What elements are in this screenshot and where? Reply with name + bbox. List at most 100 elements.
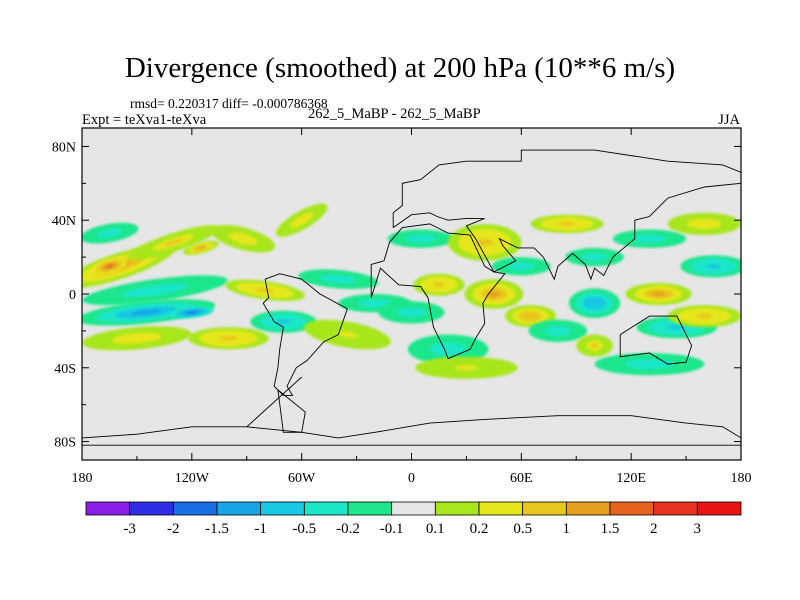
field-feature [667, 305, 741, 328]
colorbar-box [478, 501, 524, 516]
chart-title: Divergence (smoothed) at 200 hPa (10**6 … [124, 52, 676, 84]
field-feature [448, 224, 522, 261]
coastline [262, 273, 348, 396]
field-contour-band [296, 216, 308, 224]
field-contour-band [514, 264, 528, 269]
coastline [370, 223, 506, 360]
field-feature [82, 299, 216, 326]
colorbar-box [260, 501, 305, 516]
field-feature [82, 222, 139, 244]
field-contour-band [187, 311, 197, 314]
field-contour-band [413, 236, 428, 241]
colorbar-box [653, 501, 698, 516]
field-contour-band [476, 238, 493, 247]
field-feature [530, 214, 604, 234]
y-tick-label: 80S [54, 436, 76, 451]
colorbar-label: 0.1 [426, 521, 445, 537]
field-contour-band [589, 300, 601, 307]
field-feature [569, 288, 621, 319]
colorbar: -3 -2 -1.5 -1 -0.5 -0.2 -0.1 0.1 0.2 0.5 1 1.5 2 3 [85, 501, 742, 537]
field-feature [680, 255, 741, 278]
field-feature [188, 327, 269, 350]
y-tick-label: 40N [52, 214, 76, 229]
field-feature [275, 203, 328, 237]
field-contour-band [219, 335, 238, 341]
field-feature [169, 306, 214, 319]
rmsd-diff-stats: rmsd= 0.220317 diff= -0.000786368 [130, 96, 328, 111]
season-label: JJA [718, 112, 740, 128]
field-contour-band [641, 236, 658, 241]
field-feature [667, 212, 741, 235]
experiment-label: Expt = teXva1-teXva [82, 112, 207, 128]
case-label: 262_5_MaBP - 262_5_MaBP [308, 106, 481, 122]
field-contour-band [487, 290, 501, 298]
colorbar-label: -2 [167, 521, 180, 537]
colorbar-box [696, 501, 742, 516]
field-contour-band [439, 346, 457, 353]
field-feature [415, 356, 518, 379]
field-feature [565, 247, 624, 267]
field-feature [492, 257, 551, 276]
field-contour-band [139, 287, 172, 294]
field-contour-band [163, 238, 184, 247]
field-feature [528, 319, 588, 342]
colorbar-box [391, 501, 436, 516]
field-contour-band [551, 328, 565, 334]
field-contour-band [329, 277, 348, 282]
field-feature [464, 279, 524, 309]
colorbar-box [347, 501, 393, 516]
field-contour-band [706, 263, 721, 269]
x-tick-label: 60W [288, 471, 316, 486]
colorbar-label: -0.5 [292, 521, 316, 537]
coastlines [82, 149, 741, 446]
field-contour-band [276, 319, 291, 325]
field-contour-band [588, 255, 601, 260]
field-feature [304, 319, 391, 350]
field-feature [211, 224, 276, 253]
x-tick-label: 180 [731, 471, 752, 486]
field-feature [413, 273, 465, 296]
field-feature [612, 229, 687, 248]
field-contour-band [524, 313, 537, 319]
coastline [392, 149, 741, 281]
field-feature [91, 257, 128, 275]
field-contour-band [696, 221, 713, 227]
colorbar-box [129, 501, 174, 516]
field-contour-band [590, 343, 599, 348]
field-feature [594, 353, 705, 376]
coastline [277, 389, 306, 433]
field-contour-band [455, 365, 478, 371]
x-tick-label: 180 [72, 471, 93, 486]
colorbar-label: -1.5 [205, 521, 229, 537]
y-tick-label: 80N [52, 140, 76, 155]
field-contour-band [124, 335, 149, 341]
field-feature [298, 269, 379, 290]
colorbar-label: -0.1 [380, 521, 404, 537]
field-feature [378, 301, 445, 324]
colorbar-label: 0.2 [470, 521, 489, 537]
axes: 180 120W 60W 0 60E 120E 180 80N 40N 0 40S 80S [52, 128, 752, 486]
field-contour-band [130, 309, 162, 316]
x-tick-label: 60E [510, 471, 533, 486]
colorbar-box [522, 501, 567, 516]
field-feature [128, 225, 219, 260]
field-contour-band [236, 235, 251, 242]
field-feature [82, 326, 192, 351]
colorbar-label: 1 [563, 521, 571, 537]
field-contour-band [103, 230, 116, 236]
field-contour-band [433, 282, 445, 288]
coastline [82, 376, 741, 446]
colorbar-box [172, 501, 218, 516]
field-contour-band [366, 301, 383, 306]
colorbar-label: 0.5 [513, 521, 532, 537]
field-feature [625, 282, 692, 306]
colorbar-box [85, 501, 131, 516]
field-contour-band [197, 246, 205, 250]
colorbar-box [303, 501, 349, 516]
colorbar-label: 3 [694, 521, 702, 537]
colorbar-box [565, 501, 611, 516]
divergence-field [82, 203, 741, 379]
field-feature [407, 334, 489, 365]
colorbar-box [434, 501, 480, 516]
